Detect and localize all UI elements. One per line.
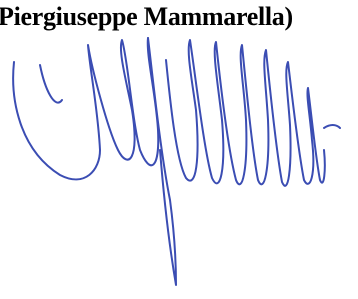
signature-stroke [148,38,176,285]
signature-stroke [13,38,158,179]
caption: Piergiuseppe Mammarella) [0,2,293,32]
signature-stroke [166,40,325,186]
signature-stroke [324,125,340,128]
signature-strokes [13,38,340,285]
page: {"caption": "Piergiuseppe Mammarella)"} … [0,0,358,299]
signature-stroke [40,65,62,103]
signature [0,0,358,299]
